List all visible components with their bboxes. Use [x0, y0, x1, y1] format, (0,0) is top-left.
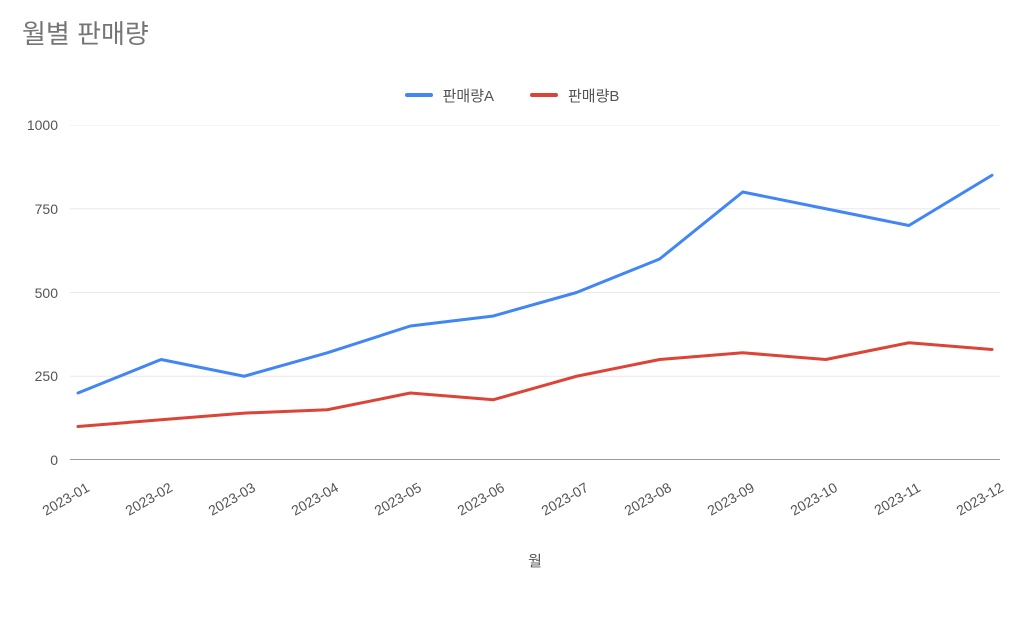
series-line — [78, 175, 992, 393]
x-tick-label: 2023-02 — [98, 479, 175, 533]
x-tick-label: 2023-09 — [679, 479, 756, 533]
legend-item: 판매량A — [405, 85, 494, 106]
x-tick-label: 2023-08 — [596, 479, 673, 533]
x-tick-label: 2023-01 — [15, 479, 92, 533]
legend-label: 판매량B — [568, 85, 619, 106]
x-tick-label: 2023-11 — [846, 479, 923, 533]
y-tick-label: 250 — [0, 368, 58, 384]
legend-label: 판매량A — [443, 85, 494, 106]
x-tick-label: 2023-05 — [347, 479, 424, 533]
x-tick-label: 2023-07 — [513, 479, 590, 533]
x-axis-title: 월 — [70, 550, 1000, 571]
chart-svg — [70, 125, 1000, 460]
chart-plot-area — [70, 125, 1000, 460]
y-tick-label: 1000 — [0, 117, 58, 133]
x-tick-label: 2023-03 — [181, 479, 258, 533]
chart-legend: 판매량A 판매량B — [0, 84, 1024, 106]
monthly-sales-chart: 월별 판매량 판매량A판매량B 월 025050075010002023-012… — [0, 0, 1024, 633]
legend-swatch — [530, 93, 558, 97]
x-tick-label: 2023-10 — [763, 479, 840, 533]
y-tick-label: 500 — [0, 285, 58, 301]
y-tick-label: 750 — [0, 201, 58, 217]
x-tick-label: 2023-04 — [264, 479, 341, 533]
x-tick-label: 2023-12 — [929, 479, 1006, 533]
y-tick-label: 0 — [0, 452, 58, 468]
legend-item: 판매량B — [530, 85, 619, 106]
chart-title: 월별 판매량 — [22, 14, 149, 51]
x-tick-label: 2023-06 — [430, 479, 507, 533]
series-line — [78, 343, 992, 427]
legend-swatch — [405, 93, 433, 97]
